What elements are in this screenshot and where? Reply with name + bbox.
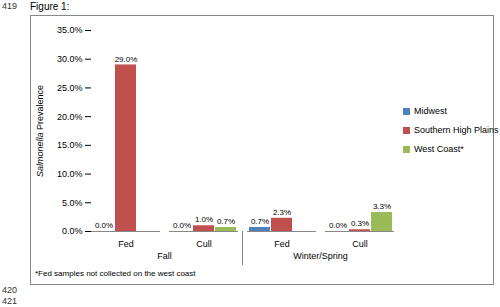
svg-text:Cull: Cull [196, 239, 212, 249]
svg-text:3.3%: 3.3% [373, 202, 391, 211]
svg-text:Salmonella Prevalence: Salmonella Prevalence [35, 85, 45, 177]
svg-text:1.0%: 1.0% [195, 215, 213, 224]
svg-text:0.0%: 0.0% [95, 221, 113, 230]
svg-text:0.3%: 0.3% [351, 219, 369, 228]
svg-text:15.0%: 15.0% [57, 140, 83, 150]
svg-text:0.7%: 0.7% [217, 217, 235, 226]
svg-text:Fed: Fed [118, 239, 134, 249]
svg-text:25.0%: 25.0% [57, 83, 83, 93]
html-text:Midwest: Midwest [414, 106, 447, 116]
html-text:Southern High Plains: Southern High Plains [414, 125, 499, 135]
svg-text:20.0%: 20.0% [57, 112, 83, 122]
svg-text:29.0%: 29.0% [115, 55, 138, 64]
svg-text:0.0%: 0.0% [329, 221, 347, 230]
svg-text:Winter/Spring: Winter/Spring [293, 251, 348, 261]
svg-text:0.7%: 0.7% [251, 217, 269, 226]
svg-text:2.3%: 2.3% [273, 208, 291, 217]
svg-text:10.0%: 10.0% [57, 169, 83, 179]
svg-text:5.0%: 5.0% [62, 198, 83, 208]
html-text:420: 420 [2, 285, 17, 295]
html-text:Figure 1:: Figure 1: [30, 1, 70, 12]
html-text:419: 419 [2, 1, 17, 11]
svg-text:Cull: Cull [352, 239, 368, 249]
svg-text:35.0%: 35.0% [57, 25, 83, 35]
html-text:*Fed samples not collected on: *Fed samples not collected on the west c… [35, 269, 196, 278]
svg-text:Fed: Fed [274, 239, 290, 249]
svg-text:Fall: Fall [157, 251, 172, 261]
html-text:421: 421 [2, 296, 17, 306]
svg-text:30.0%: 30.0% [57, 54, 83, 64]
svg-text:0.0%: 0.0% [173, 221, 191, 230]
html-text:West Coast*: West Coast* [414, 144, 464, 154]
svg-text:0.0%: 0.0% [62, 226, 83, 236]
